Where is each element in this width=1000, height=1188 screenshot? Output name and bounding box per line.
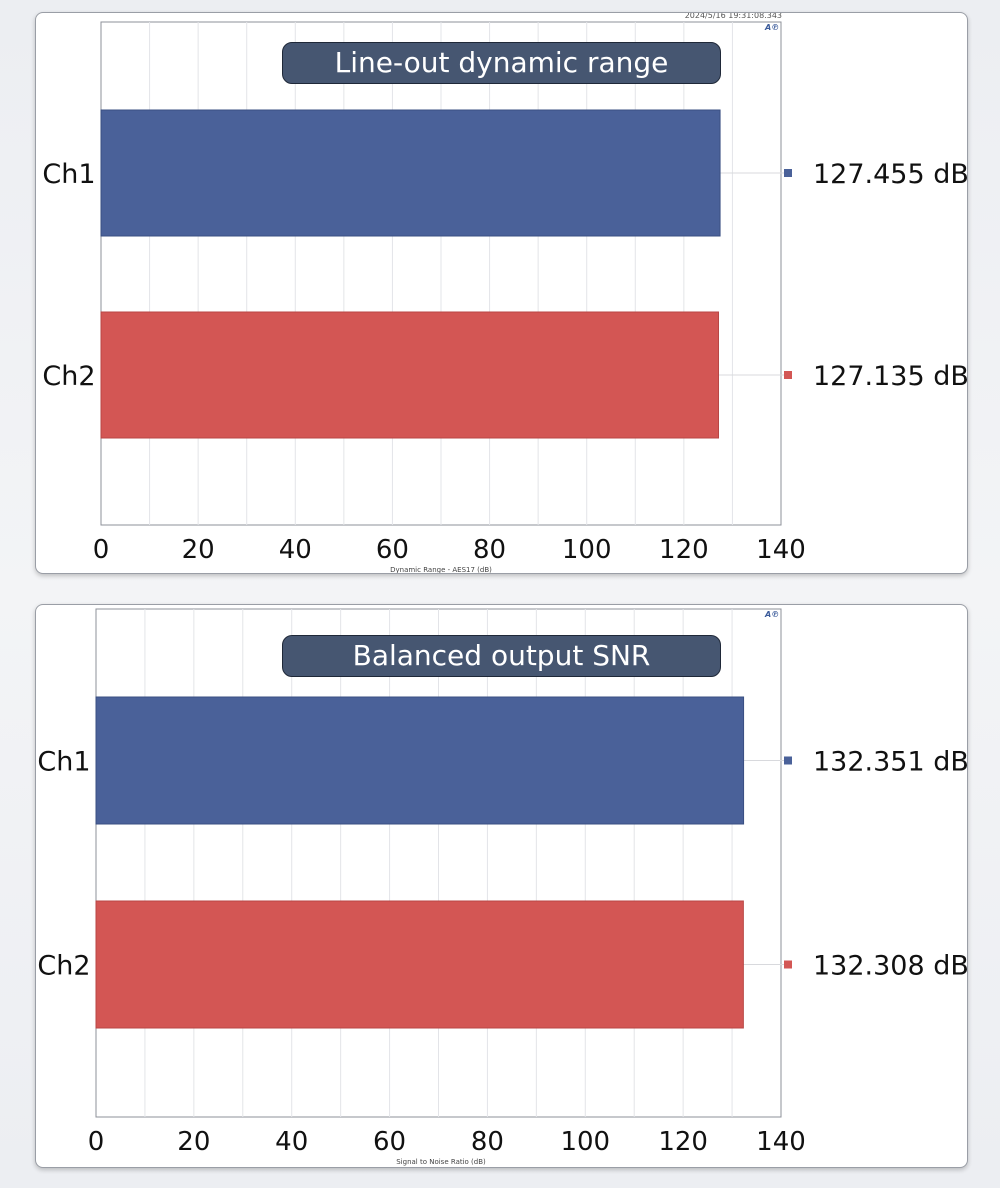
chart-title: Balanced output SNR xyxy=(282,635,721,677)
x-tick-label: 60 xyxy=(376,535,409,565)
bar-ch2 xyxy=(100,311,720,439)
x-tick-label: 0 xyxy=(93,535,110,565)
x-tick-label: 140 xyxy=(756,535,806,565)
timestamp: 2024/5/16 19:31:08.343 xyxy=(684,12,782,20)
chart-panel-dynamic-range: Ch1 127.455 dB Ch2 127.135 dB 0 20 40 60 80 100 12… xyxy=(35,12,968,574)
x-axis-label: Signal to Noise Ratio (dB) xyxy=(396,1158,486,1166)
value-label: 127.455 dB xyxy=(813,159,967,190)
x-tick-label: 20 xyxy=(177,1127,210,1157)
x-tick-label: 60 xyxy=(373,1127,406,1157)
category-label: Ch1 xyxy=(37,747,90,778)
x-tick-label: 100 xyxy=(562,535,612,565)
chart-panel-snr: Ch1 132.351 dB Ch2 132.308 dB 0 20 40 60 80 100 12… xyxy=(35,604,968,1168)
legend-marker xyxy=(784,371,792,379)
x-axis-label: Dynamic Range - AES17 (dB) xyxy=(390,566,492,573)
value-label: 132.308 dB xyxy=(813,951,967,982)
value-label: 132.351 dB xyxy=(813,747,967,778)
ap-logo-icon: A℗ xyxy=(765,23,780,32)
legend-marker xyxy=(784,169,792,177)
x-tick-label: 120 xyxy=(658,1127,708,1157)
legend-marker xyxy=(784,960,792,969)
x-tick-label: 80 xyxy=(473,535,506,565)
x-tick-label: 0 xyxy=(88,1127,105,1157)
category-label: Ch1 xyxy=(42,159,95,190)
category-label: Ch2 xyxy=(37,951,90,982)
bar-ch1 xyxy=(100,109,721,237)
chart-title: Line-out dynamic range xyxy=(282,42,721,84)
ap-logo-icon: A℗ xyxy=(765,610,780,619)
x-tick-label: 20 xyxy=(182,535,215,565)
x-tick-label: 100 xyxy=(560,1127,610,1157)
legend-marker xyxy=(784,756,792,765)
x-tick-label: 80 xyxy=(471,1127,504,1157)
chart-snr: Ch1 132.351 dB Ch2 132.308 dB 0 20 40 60 80 100 12… xyxy=(37,608,967,1166)
x-tick-label: 140 xyxy=(756,1127,806,1157)
value-label: 127.135 dB xyxy=(813,361,967,392)
chart-dynamic-range: Ch1 127.455 dB Ch2 127.135 dB 0 20 40 60 80 100 12… xyxy=(42,21,967,573)
x-tick-label: 40 xyxy=(279,535,312,565)
bar-ch1 xyxy=(95,696,745,825)
x-tick-label: 120 xyxy=(659,535,709,565)
bar-ch2 xyxy=(95,900,744,1029)
category-label: Ch2 xyxy=(42,361,95,392)
x-tick-label: 40 xyxy=(275,1127,308,1157)
